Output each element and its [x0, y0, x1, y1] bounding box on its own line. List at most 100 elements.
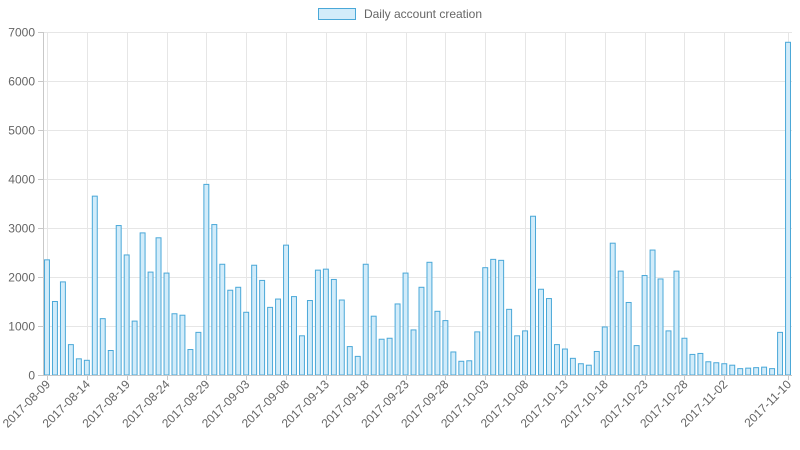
bar[interactable]: [466, 360, 473, 376]
bar[interactable]: [306, 300, 313, 376]
bar[interactable]: [434, 310, 441, 376]
bar[interactable]: [155, 237, 162, 376]
bar[interactable]: [713, 362, 720, 376]
bar[interactable]: [370, 315, 377, 376]
legend-label: Daily account creation: [363, 7, 483, 21]
bar[interactable]: [785, 41, 791, 376]
bar[interactable]: [689, 353, 696, 376]
bar[interactable]: [195, 331, 202, 376]
bar[interactable]: [251, 264, 258, 376]
bar[interactable]: [107, 350, 114, 376]
bar[interactable]: [498, 259, 505, 376]
bar[interactable]: [139, 232, 146, 376]
bar[interactable]: [522, 330, 529, 376]
bar[interactable]: [490, 258, 497, 376]
bar[interactable]: [769, 368, 776, 376]
bar[interactable]: [721, 363, 728, 376]
bar[interactable]: [633, 345, 640, 376]
bar[interactable]: [354, 355, 361, 376]
bar[interactable]: [283, 244, 289, 376]
bar[interactable]: [474, 331, 481, 376]
bar[interactable]: [601, 326, 608, 376]
bar[interactable]: [51, 301, 58, 376]
bar[interactable]: [402, 272, 409, 376]
bar[interactable]: [83, 359, 90, 376]
bar[interactable]: [123, 254, 130, 376]
bar[interactable]: [219, 263, 226, 376]
bar[interactable]: [410, 329, 417, 376]
bar[interactable]: [243, 311, 250, 376]
bar[interactable]: [91, 195, 98, 376]
bar[interactable]: [777, 331, 784, 376]
bar[interactable]: [179, 314, 186, 376]
bar[interactable]: [227, 289, 234, 376]
bar[interactable]: [577, 363, 584, 376]
bar[interactable]: [330, 278, 337, 376]
bar[interactable]: [745, 367, 752, 376]
bar[interactable]: [673, 270, 680, 376]
bar[interactable]: [203, 183, 210, 376]
bar[interactable]: [171, 313, 178, 376]
bar[interactable]: [147, 271, 154, 376]
bar[interactable]: [530, 215, 537, 376]
bar[interactable]: [418, 286, 425, 376]
bar[interactable]: [378, 338, 385, 376]
bar[interactable]: [338, 299, 345, 376]
bar[interactable]: [75, 358, 82, 376]
bar[interactable]: [163, 272, 170, 376]
bar[interactable]: [593, 350, 600, 376]
bar[interactable]: [729, 364, 736, 376]
bar[interactable]: [625, 301, 632, 376]
bar[interactable]: [697, 352, 704, 376]
bar[interactable]: [753, 367, 760, 376]
axes: [43, 32, 792, 376]
bar[interactable]: [259, 279, 266, 376]
bar[interactable]: [482, 267, 489, 376]
x-axis-ticks: 2017-08-092017-08-142017-08-192017-08-24…: [0, 375, 794, 431]
bar[interactable]: [59, 281, 66, 376]
bar[interactable]: [187, 349, 194, 376]
bar[interactable]: [211, 224, 218, 376]
bar[interactable]: [561, 348, 568, 376]
bar[interactable]: [705, 361, 712, 376]
x-tick-label: 2017-11-10: [741, 377, 794, 430]
bar[interactable]: [657, 278, 664, 376]
bar[interactable]: [761, 366, 768, 376]
bar[interactable]: [426, 261, 433, 376]
bar[interactable]: [314, 269, 321, 376]
bar[interactable]: [514, 335, 521, 376]
bar[interactable]: [131, 320, 138, 376]
bar[interactable]: [506, 308, 513, 376]
bar[interactable]: [737, 368, 744, 376]
bar[interactable]: [346, 346, 353, 376]
legend[interactable]: Daily account creation: [0, 7, 800, 21]
bar[interactable]: [617, 270, 624, 376]
bar[interactable]: [681, 337, 688, 376]
bar[interactable]: [665, 330, 672, 376]
bar[interactable]: [649, 249, 656, 376]
bar[interactable]: [442, 320, 449, 376]
bar[interactable]: [394, 303, 401, 376]
bar[interactable]: [538, 288, 544, 376]
bar[interactable]: [458, 360, 465, 376]
bar[interactable]: [641, 275, 648, 376]
bar[interactable]: [546, 298, 552, 376]
bar[interactable]: [67, 344, 74, 376]
bar[interactable]: [553, 344, 560, 376]
bar[interactable]: [291, 296, 297, 376]
bar[interactable]: [322, 268, 329, 376]
bar[interactable]: [267, 306, 274, 376]
bar[interactable]: [585, 364, 592, 376]
legend-swatch: [317, 8, 356, 20]
bar[interactable]: [44, 259, 50, 376]
bar[interactable]: [298, 335, 305, 376]
bar[interactable]: [609, 242, 616, 376]
bar[interactable]: [235, 286, 242, 376]
bar[interactable]: [569, 357, 576, 376]
bar[interactable]: [450, 351, 457, 376]
bar[interactable]: [275, 298, 282, 376]
bar[interactable]: [115, 225, 122, 376]
bar[interactable]: [386, 337, 393, 376]
bar[interactable]: [362, 263, 369, 376]
bar[interactable]: [99, 318, 106, 376]
